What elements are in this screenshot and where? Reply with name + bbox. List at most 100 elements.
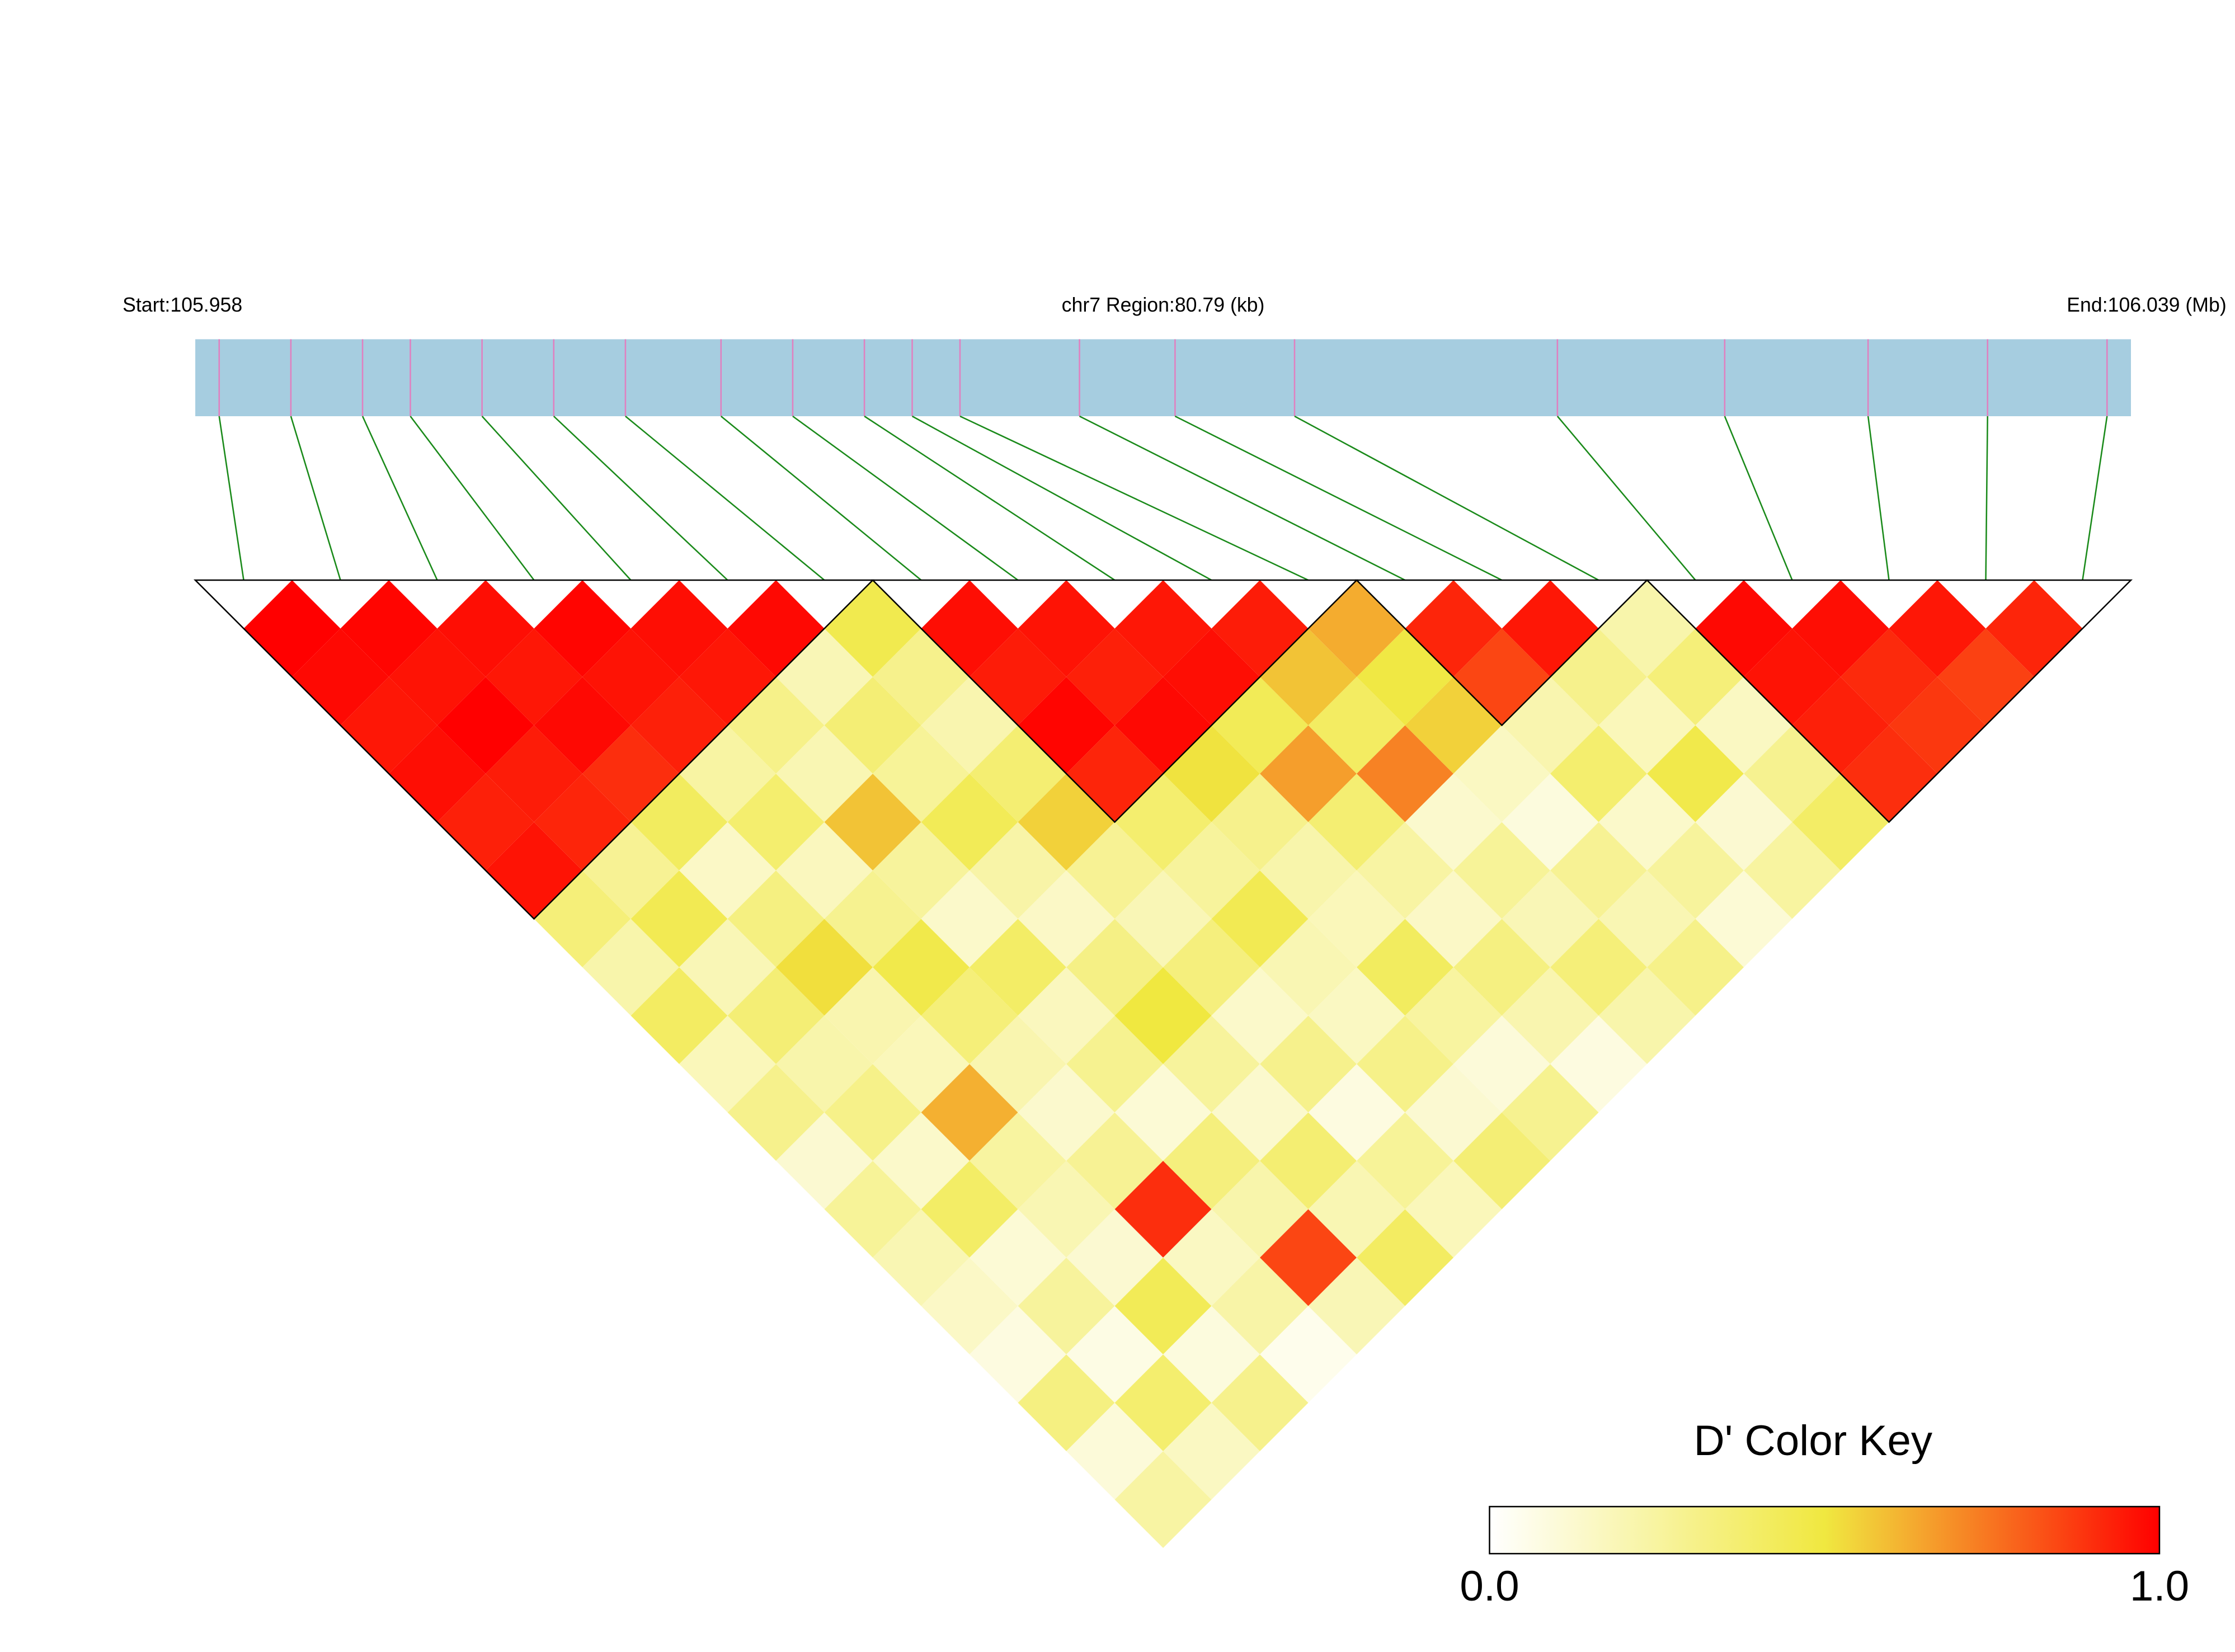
ld-block-outline (871, 579, 1359, 823)
snp-connector (1294, 415, 1599, 581)
ld-cell (921, 1257, 1018, 1354)
snp-connector (553, 416, 728, 581)
ld-cell (824, 870, 921, 967)
ld-cell (824, 1160, 921, 1258)
ld-cell (1502, 967, 1599, 1064)
ld-cell (921, 580, 1018, 677)
snp-connector (1174, 415, 1503, 581)
ld-cell (1018, 773, 1115, 870)
ld-cell (873, 628, 970, 726)
snp-connector (792, 415, 1019, 581)
ld-cell (1308, 773, 1405, 870)
ld-cell (921, 1160, 1018, 1258)
ld-cell (1405, 773, 1502, 870)
ld-cell (1502, 773, 1599, 870)
ld-cell (1211, 1160, 1309, 1258)
ld-cell (873, 1015, 970, 1113)
ld-cell (1066, 1015, 1164, 1113)
ld-cell (1357, 1015, 1454, 1113)
ld-cell (1260, 1209, 1357, 1306)
ld-cell (1114, 1160, 1212, 1258)
snp-connector (625, 416, 825, 581)
ld-cell (1985, 580, 2083, 677)
ld-cell (1502, 870, 1599, 967)
ld-cell (1211, 1354, 1309, 1451)
ld-cell (1357, 725, 1454, 822)
snp-connector (864, 415, 1116, 581)
ld-block-outline (1354, 579, 1649, 727)
ld-cell (873, 1209, 970, 1306)
ld-cell (1647, 725, 1744, 822)
snp-connector (1985, 416, 1988, 581)
ld-cell (1550, 822, 1648, 919)
ld-cell (1647, 822, 1744, 919)
colorkey-tick-label: 0.0 (1460, 1562, 1519, 1610)
ld-cell (1114, 580, 1212, 677)
ld-cell (921, 773, 1018, 870)
ld-cell (873, 1112, 970, 1209)
snp-connector (1079, 415, 1406, 581)
region-label: chr7 Region:80.79 (kb) (1062, 294, 1265, 316)
ld-cell (1114, 1257, 1212, 1354)
ld-cell (1211, 773, 1309, 870)
ld-cell (1018, 1354, 1115, 1451)
snp-connector (410, 416, 535, 581)
ld-cell (437, 773, 534, 870)
ld-cell (873, 919, 970, 1016)
ld-cell (1114, 1354, 1212, 1451)
ld-cell (1550, 919, 1648, 1016)
snp-connector (2082, 416, 2108, 581)
ld-cell (1889, 580, 1986, 677)
ld-cell (727, 1063, 825, 1161)
ld-cell (1260, 822, 1357, 919)
ld-cell (1744, 822, 1841, 919)
ld-cell (1018, 580, 1115, 677)
ld-cells (243, 580, 2083, 1548)
ld-cell (1308, 1160, 1405, 1258)
ld-cell (1453, 1015, 1551, 1113)
ld-cell (1260, 1015, 1357, 1113)
ld-cell (727, 773, 825, 870)
ld-cell (1502, 580, 1599, 677)
ld-cell (1066, 1402, 1164, 1500)
snp-connector (959, 415, 1309, 581)
ld-cell (1792, 773, 1889, 870)
ld-cell (1114, 1451, 1212, 1548)
ld-cell (824, 676, 921, 774)
snp-connector (218, 416, 244, 581)
ld-cell (1792, 580, 1889, 677)
ld-cell (873, 822, 970, 919)
ld-cell (679, 1015, 777, 1113)
start-label: Start:105.958 (123, 294, 242, 316)
snp-connector (361, 416, 438, 581)
ld-cell (1889, 676, 1986, 774)
position-bar (195, 339, 2132, 416)
end-label: End:106.039 (Mb) (2067, 294, 2226, 316)
ld-cell (1405, 1160, 1502, 1258)
snp-connector (290, 416, 341, 581)
colorkey-title: D' Color Key (1694, 1417, 1933, 1465)
ld-cell (1453, 1112, 1551, 1209)
ld-cell (1695, 773, 1792, 870)
ld-cell (1260, 1306, 1357, 1403)
ld-cell (1308, 580, 1405, 677)
snp-connector (1724, 416, 1793, 581)
snp-connector (911, 415, 1212, 581)
ld-cell (1598, 773, 1696, 870)
ld-cell (1502, 1063, 1599, 1161)
ld-cell (1453, 919, 1551, 1016)
snp-connector (720, 416, 922, 581)
ld-cell (1163, 822, 1260, 919)
ld-cell (1453, 822, 1551, 919)
ld-cell (1260, 919, 1357, 1016)
ld-cell (1163, 1015, 1260, 1113)
snp-connector (481, 416, 632, 581)
ld-cell (1163, 1112, 1260, 1209)
ld-cell (824, 773, 921, 870)
ld-block-outline (193, 579, 875, 920)
ld-cell (534, 773, 631, 870)
ld-cell (1163, 1402, 1260, 1500)
ld-cell (1163, 1209, 1260, 1306)
